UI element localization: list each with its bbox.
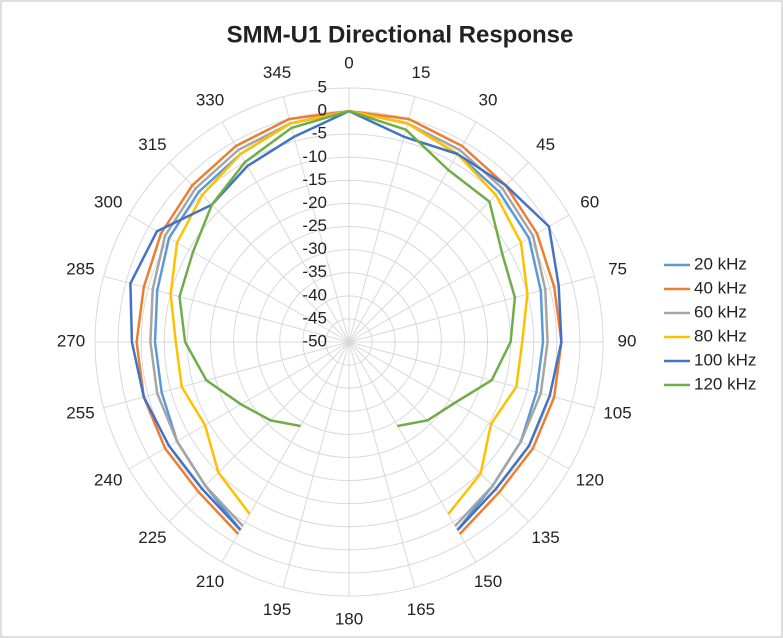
r-tick-label: -45 xyxy=(302,308,327,327)
r-tick-label: -40 xyxy=(302,285,327,304)
angle-label: 300 xyxy=(94,192,122,211)
angle-label: 180 xyxy=(335,609,363,628)
angle-label: 60 xyxy=(580,192,599,211)
angle-label: 240 xyxy=(94,470,122,489)
r-tick-label: -10 xyxy=(302,147,327,166)
series-line xyxy=(178,109,517,428)
series-connector xyxy=(293,109,350,138)
r-tick-label: -15 xyxy=(302,170,327,189)
r-tick-label: -5 xyxy=(312,124,327,143)
angle-label: 15 xyxy=(411,63,430,82)
legend-label: 100 kHz xyxy=(694,350,756,369)
angle-label: 315 xyxy=(138,135,166,154)
legend-label: 80 kHz xyxy=(694,326,747,345)
spoke xyxy=(282,341,350,588)
legend-label: 40 kHz xyxy=(694,278,747,297)
r-tick-label: 5 xyxy=(318,77,327,96)
angle-label: 210 xyxy=(196,572,224,591)
spoke xyxy=(348,341,416,588)
angle-label: 120 xyxy=(576,470,604,489)
angle-label: 0 xyxy=(344,53,353,72)
spoke xyxy=(221,121,350,343)
series-line xyxy=(135,109,563,535)
legend-label: 20 kHz xyxy=(694,254,747,273)
r-tick-label: 0 xyxy=(318,101,327,120)
angle-label: 75 xyxy=(608,260,627,279)
spoke xyxy=(348,121,477,343)
series-line xyxy=(149,109,549,527)
r-tick-label: -35 xyxy=(302,262,327,281)
series-connector xyxy=(291,109,350,130)
r-tick-label: -20 xyxy=(302,193,327,212)
series-line xyxy=(169,109,529,515)
angle-label: 270 xyxy=(57,331,85,350)
angle-label: 150 xyxy=(474,572,502,591)
angle-label: 330 xyxy=(196,91,224,110)
r-tick-label: -25 xyxy=(302,216,327,235)
r-tick-label: -50 xyxy=(302,331,327,350)
angle-label: 345 xyxy=(263,63,291,82)
angle-label: 45 xyxy=(536,135,555,154)
legend-label: 120 kHz xyxy=(694,374,756,393)
r-tick-label: -30 xyxy=(302,239,327,258)
angle-label: 255 xyxy=(66,403,94,422)
angle-label: 195 xyxy=(263,600,291,619)
chart-title: SMM-U1 Directional Response xyxy=(227,21,574,48)
angle-label: 30 xyxy=(479,91,498,110)
angle-label: 135 xyxy=(531,528,559,547)
angle-label: 285 xyxy=(66,260,94,279)
angle-label: 225 xyxy=(138,528,166,547)
angle-label: 165 xyxy=(407,600,435,619)
angle-label: 90 xyxy=(618,331,637,350)
legend-label: 60 kHz xyxy=(694,302,747,321)
angle-label: 105 xyxy=(603,403,631,422)
series-line xyxy=(129,109,563,531)
